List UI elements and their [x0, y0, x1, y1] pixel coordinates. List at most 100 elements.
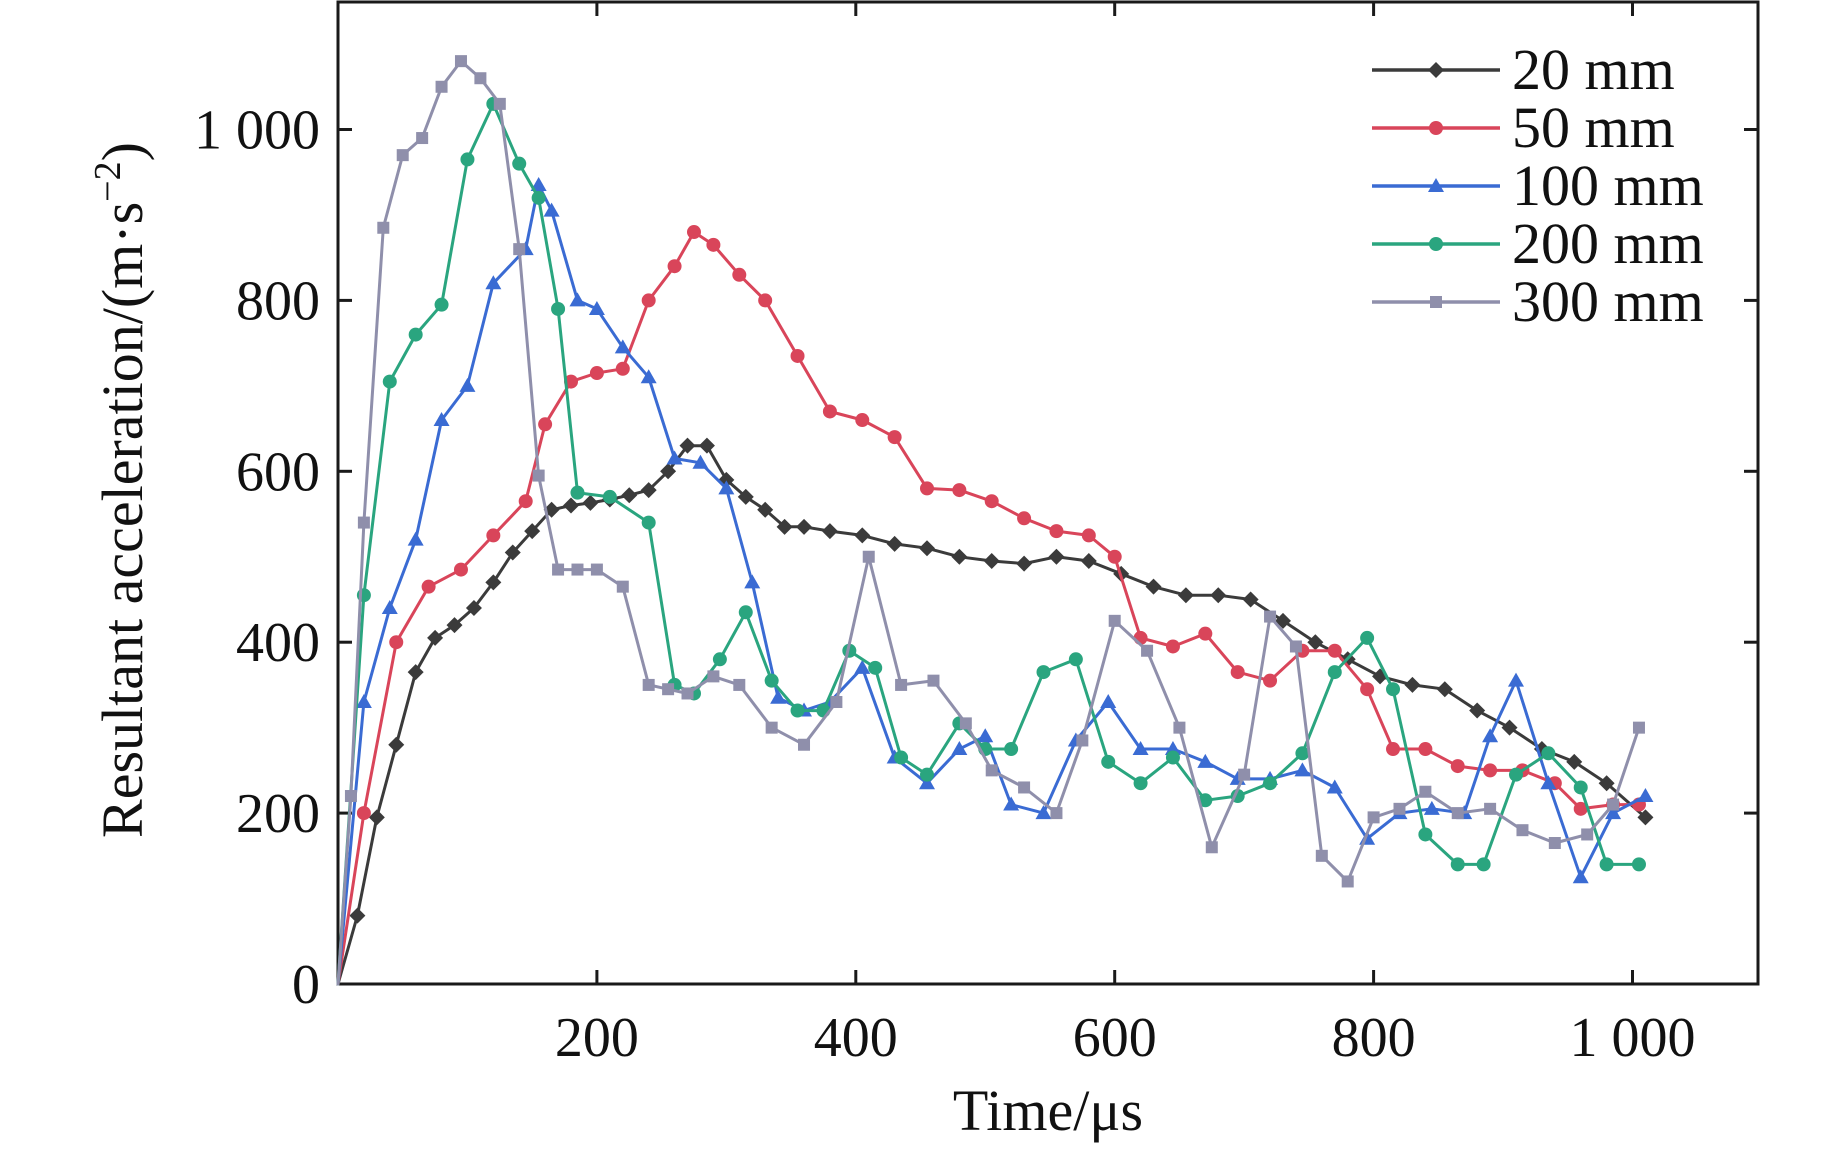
series-0-point-6 — [446, 617, 463, 634]
series-0-point-44 — [1436, 681, 1453, 698]
series-4-point-45 — [1484, 802, 1497, 815]
series-2-point-39 — [1423, 800, 1440, 815]
legend-marker-2 — [1428, 178, 1444, 192]
series-2-point-24 — [951, 741, 968, 756]
series-0-point-26 — [854, 527, 871, 544]
series-1-point-22 — [952, 483, 967, 498]
series-2-point-15 — [692, 454, 709, 469]
series-1-point-35 — [1360, 682, 1375, 697]
series-2-point-9 — [543, 202, 560, 217]
series-3-point-44 — [1573, 780, 1588, 795]
series-3-point-37 — [1360, 630, 1375, 645]
y-axis-title: Resultant acceleration/(m·s−2) — [87, 142, 155, 838]
series-0-point-33 — [1080, 553, 1097, 570]
series-2-point-23 — [918, 775, 935, 790]
series-1-point-11 — [641, 293, 656, 308]
series-0-point-32 — [1048, 548, 1065, 565]
series-4-point-39 — [1315, 849, 1328, 862]
series-3-point-36 — [1327, 665, 1342, 680]
series-4-point-40 — [1341, 875, 1354, 888]
series-0-point-50 — [1637, 809, 1654, 826]
series-1-point-37 — [1418, 742, 1433, 757]
series-3-point-42 — [1508, 767, 1523, 782]
series-3-point-16 — [738, 605, 753, 620]
series-1-point-25 — [1049, 524, 1064, 539]
series-4-point-32 — [1108, 614, 1121, 627]
series-0-point-19 — [698, 437, 715, 454]
series-4-point-34 — [1173, 721, 1186, 734]
series-0-point-46 — [1501, 719, 1518, 736]
series-2-point-44 — [1572, 869, 1589, 884]
series-0-point-16 — [640, 482, 657, 499]
legend-marker-3 — [1429, 237, 1443, 251]
series-3-point-46 — [1631, 857, 1646, 872]
series-2-point-41 — [1482, 728, 1499, 743]
legend-label-1: 50 mm — [1512, 95, 1675, 160]
series-0-point-1 — [349, 907, 366, 924]
series-4-point-20 — [733, 678, 746, 691]
series-4-point-18 — [681, 687, 694, 700]
series-1-point-31 — [1230, 665, 1245, 680]
series-layer — [336, 55, 1654, 986]
series-1-point-19 — [855, 413, 870, 428]
series-4-point-10 — [513, 243, 526, 256]
series-3-point-35 — [1295, 746, 1310, 761]
series-0-point-30 — [983, 553, 1000, 570]
series-1-point-6 — [518, 494, 533, 509]
series-0-point-9 — [504, 544, 521, 561]
series-0-point-29 — [951, 548, 968, 565]
series-2-point-42 — [1507, 672, 1524, 687]
series-4-point-7 — [454, 55, 467, 68]
series-2-point-31 — [1164, 741, 1181, 756]
series-4-point-12 — [552, 563, 565, 576]
axis-ticks — [338, 2, 1758, 986]
y-tick-labels: 0 200 400 600 800 1 000 — [194, 100, 320, 1017]
series-3-point-15 — [712, 652, 727, 667]
series-4-point-35 — [1205, 841, 1218, 854]
series-1-point-3 — [421, 579, 436, 594]
series-4-point-27 — [959, 717, 972, 730]
series-2-point-25 — [977, 728, 994, 743]
legend-label-2: 100 mm — [1512, 153, 1704, 218]
legend-marker-1 — [1429, 121, 1443, 135]
series-2-point-1 — [355, 694, 372, 709]
series-4-point-26 — [927, 674, 940, 687]
series-0-point-23 — [776, 518, 793, 535]
series-1-point-10 — [615, 361, 630, 376]
x-tick-labels: 200 400 600 800 1 000 — [555, 1007, 1696, 1069]
series-1-point-27 — [1107, 549, 1122, 564]
series-2-point-10 — [569, 292, 586, 307]
series-1-point-34 — [1327, 643, 1342, 658]
series-4-point-48 — [1581, 828, 1594, 841]
series-3-point-11 — [602, 489, 617, 504]
series-3-point-8 — [531, 190, 546, 205]
series-2-point-43 — [1540, 775, 1557, 790]
series-3-point-27 — [1036, 665, 1051, 680]
series-4-point-30 — [1050, 807, 1063, 820]
x-axis-title: Time/μs — [953, 1078, 1143, 1143]
series-4-point-38 — [1289, 640, 1302, 653]
legend-label-0: 20 mm — [1512, 37, 1675, 102]
series-0-point-24 — [796, 518, 813, 535]
series-4-point-6 — [435, 80, 448, 93]
series-0-point-12 — [563, 497, 580, 514]
series-0-point-37 — [1210, 587, 1227, 604]
series-4-point-43 — [1419, 785, 1432, 798]
y-tick-label-5: 1 000 — [194, 100, 320, 162]
series-0-point-35 — [1145, 578, 1162, 595]
series-3-point-29 — [1101, 754, 1116, 769]
series-3-point-4 — [434, 297, 449, 312]
series-4-point-47 — [1548, 837, 1561, 850]
series-1-point-18 — [822, 404, 837, 419]
series-4-point-46 — [1516, 824, 1529, 837]
series-1-point-2 — [389, 635, 404, 650]
series-0-point-17 — [660, 463, 677, 480]
series-1-point-24 — [1017, 511, 1032, 526]
series-0-point-27 — [886, 535, 903, 552]
series-1-point-17 — [790, 348, 805, 363]
series-1 — [336, 225, 1646, 986]
series-3-point-31 — [1165, 750, 1180, 765]
series-0-point-8 — [485, 574, 502, 591]
series-4-point-29 — [1018, 781, 1031, 794]
series-0-point-4 — [407, 664, 424, 681]
